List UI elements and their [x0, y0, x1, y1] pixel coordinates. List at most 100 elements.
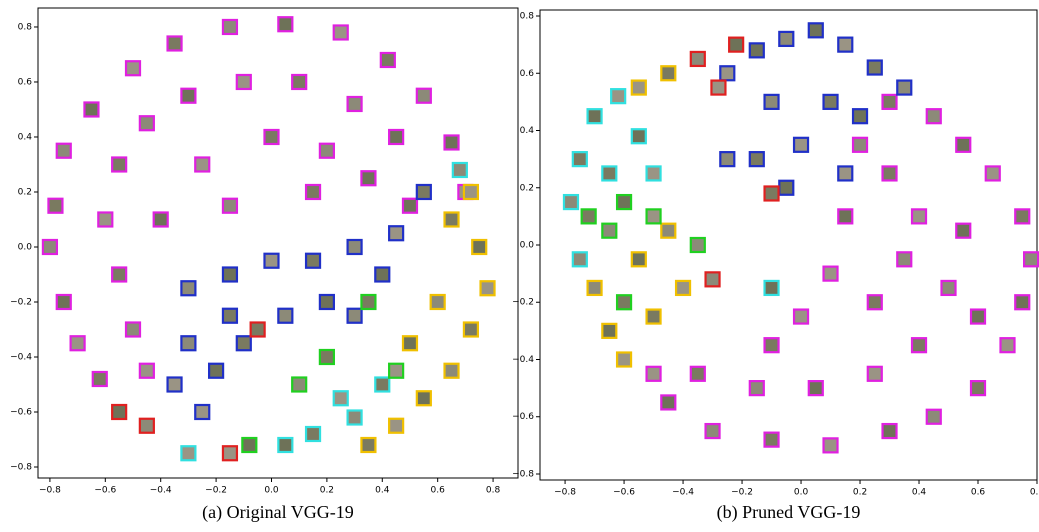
image-thumbnail — [479, 280, 496, 297]
image-thumbnail — [332, 390, 349, 407]
image-thumbnail — [969, 380, 987, 397]
image-thumbnail — [910, 208, 928, 225]
y-tick-label: 0.8 — [18, 22, 33, 32]
image-thumbnail — [837, 36, 854, 53]
image-thumbnail — [881, 93, 898, 110]
y-tick-label: 0.6 — [520, 69, 535, 79]
image-thumbnail — [346, 95, 363, 113]
image-thumbnail — [388, 128, 405, 146]
image-thumbnail — [221, 445, 239, 462]
image-thumbnail — [689, 50, 706, 68]
image-thumbnail — [318, 348, 335, 366]
image-thumbnail — [630, 128, 647, 145]
image-thumbnail — [83, 101, 100, 118]
image-thumbnail — [291, 73, 308, 91]
image-thumbnail — [630, 79, 647, 96]
image-thumbnail — [837, 208, 854, 225]
image-thumbnail — [719, 65, 736, 82]
image-thumbnail — [111, 266, 128, 283]
image-thumbnail — [443, 211, 460, 228]
image-thumbnail — [601, 165, 618, 182]
image-thumbnail — [763, 279, 780, 297]
image-thumbnail — [462, 183, 480, 201]
image-thumbnail — [332, 24, 349, 41]
image-thumbnail — [645, 308, 662, 325]
image-thumbnail — [660, 394, 677, 411]
image-thumbnail — [180, 445, 197, 462]
image-thumbnail — [249, 321, 266, 338]
image-thumbnail — [221, 197, 239, 214]
image-thumbnail — [47, 197, 64, 214]
image-thumbnail — [180, 335, 197, 352]
caption: (b) Pruned VGG-19 — [717, 502, 861, 523]
image-thumbnail — [955, 136, 972, 153]
image-thumbnail — [748, 42, 765, 59]
image-thumbnail — [580, 208, 597, 225]
image-thumbnail — [221, 18, 239, 36]
image-thumbnail — [374, 266, 391, 283]
image-thumbnail — [138, 362, 155, 379]
image-thumbnail — [763, 337, 780, 354]
image-thumbnail — [451, 161, 468, 179]
image-thumbnail — [674, 279, 692, 297]
image-thumbnail — [851, 136, 869, 153]
image-thumbnail — [984, 165, 1001, 182]
image-thumbnail — [401, 197, 419, 214]
image-thumbnail — [822, 265, 839, 282]
image-thumbnail — [660, 65, 677, 82]
y-tick-label: 0.2 — [520, 183, 534, 193]
plot-frame — [539, 9, 1038, 481]
image-thumbnail — [91, 370, 108, 388]
image-thumbnail — [689, 236, 706, 254]
x-tick-label: 0.2 — [853, 488, 867, 498]
image-thumbnail — [822, 437, 839, 454]
y-tick-label: −0.8 — [10, 462, 32, 472]
image-thumbnail — [346, 307, 363, 324]
x-tick-label: 0.2 — [320, 486, 334, 496]
y-tick-label: 0.0 — [18, 242, 33, 252]
image-thumbnail — [138, 115, 155, 132]
image-thumbnail — [263, 128, 280, 146]
image-thumbnail — [263, 252, 280, 269]
image-thumbnail — [645, 365, 662, 382]
image-thumbnail — [615, 351, 633, 368]
x-tick-label: 0.8 — [1030, 488, 1039, 498]
image-thumbnail — [1023, 251, 1039, 268]
image-thumbnail — [851, 108, 869, 125]
image-thumbnail — [630, 251, 647, 268]
image-thumbnail — [792, 308, 810, 325]
image-thumbnail — [837, 165, 854, 182]
image-thumbnail — [910, 337, 928, 354]
image-thumbnail — [97, 211, 114, 228]
caption: (a) Original VGG-19 — [202, 502, 354, 523]
image-thumbnail — [166, 35, 183, 52]
image-thumbnail — [55, 142, 72, 159]
image-thumbnail — [866, 59, 883, 76]
image-thumbnail — [415, 183, 432, 201]
image-thumbnail — [763, 185, 780, 202]
image-thumbnail — [881, 165, 898, 182]
image-thumbnail — [763, 431, 780, 448]
y-tick-label: −0.6 — [512, 412, 534, 422]
image-thumbnail — [615, 294, 633, 311]
image-thumbnail — [615, 193, 633, 211]
y-tick-label: 0.8 — [520, 12, 535, 22]
image-thumbnail — [124, 321, 142, 338]
image-thumbnail — [562, 193, 580, 211]
image-thumbnail — [763, 93, 780, 110]
image-thumbnail — [291, 376, 308, 393]
image-thumbnail — [235, 73, 252, 91]
x-tick-label: 0.4 — [375, 486, 390, 496]
x-tick-label: 0.0 — [264, 486, 279, 496]
image-thumbnail — [277, 436, 294, 454]
image-thumbnail — [881, 422, 898, 440]
image-thumbnail — [866, 294, 883, 311]
image-thumbnail — [748, 380, 765, 397]
image-thumbnail — [69, 335, 86, 352]
thumbnails — [41, 16, 496, 462]
image-thumbnail — [207, 362, 225, 379]
x-tick-label: 0.0 — [794, 488, 809, 498]
image-thumbnail — [388, 362, 405, 379]
y-tick-label: −0.4 — [512, 355, 534, 365]
